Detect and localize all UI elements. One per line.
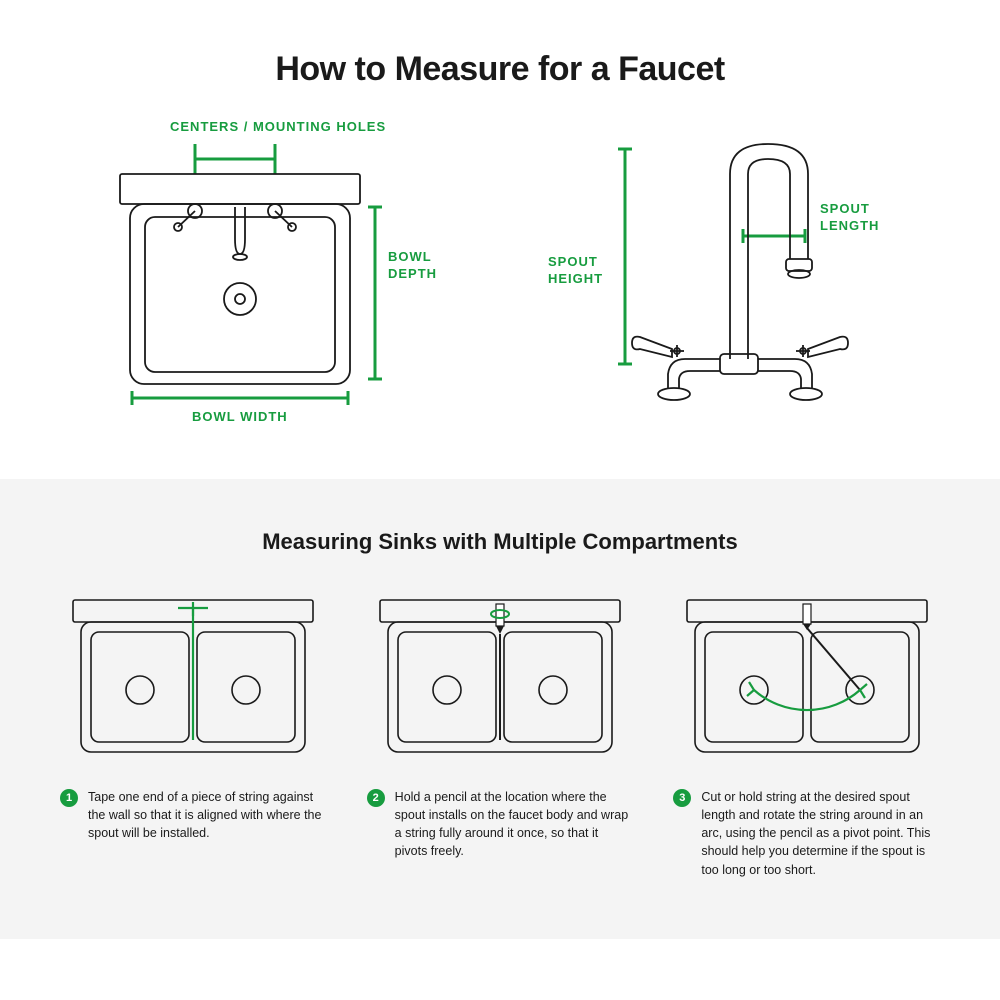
step-2: 2 Hold a pencil at the location where th… (367, 590, 634, 879)
bowl-depth-label: BOWL DEPTH (388, 249, 437, 283)
step-1: 1 Tape one end of a piece of string agai… (60, 590, 327, 879)
step-1-text: Tape one end of a piece of string agains… (88, 788, 327, 842)
spout-length-label: SPOUT LENGTH (820, 201, 879, 235)
step-2-svg (370, 590, 630, 770)
step-1-number: 1 (60, 789, 78, 807)
step-2-number: 2 (367, 789, 385, 807)
step-3-text: Cut or hold string at the desired spout … (701, 788, 940, 879)
steps-row: 1 Tape one end of a piece of string agai… (60, 590, 940, 879)
step-3-number: 3 (673, 789, 691, 807)
step-2-text: Hold a pencil at the location where the … (395, 788, 634, 861)
faucet-side-view-diagram: SPOUT HEIGHT SPOUT LENGTH (520, 119, 900, 439)
step-1-svg (63, 590, 323, 770)
step-3-svg (677, 590, 937, 770)
subtitle: Measuring Sinks with Multiple Compartmen… (60, 529, 940, 555)
top-section: How to Measure for a Faucet CENTERS / MO… (0, 0, 1000, 479)
page-title: How to Measure for a Faucet (60, 50, 940, 89)
bowl-width-label: BOWL WIDTH (192, 409, 288, 426)
centers-label: CENTERS / MOUNTING HOLES (170, 119, 386, 136)
sink-top-view-diagram: CENTERS / MOUNTING HOLES BOWL DEPTH BOWL… (100, 119, 440, 439)
bottom-section: Measuring Sinks with Multiple Compartmen… (0, 479, 1000, 939)
top-diagrams-row: CENTERS / MOUNTING HOLES BOWL DEPTH BOWL… (60, 119, 940, 439)
spout-height-label: SPOUT HEIGHT (548, 254, 603, 288)
step-3: 3 Cut or hold string at the desired spou… (673, 590, 940, 879)
